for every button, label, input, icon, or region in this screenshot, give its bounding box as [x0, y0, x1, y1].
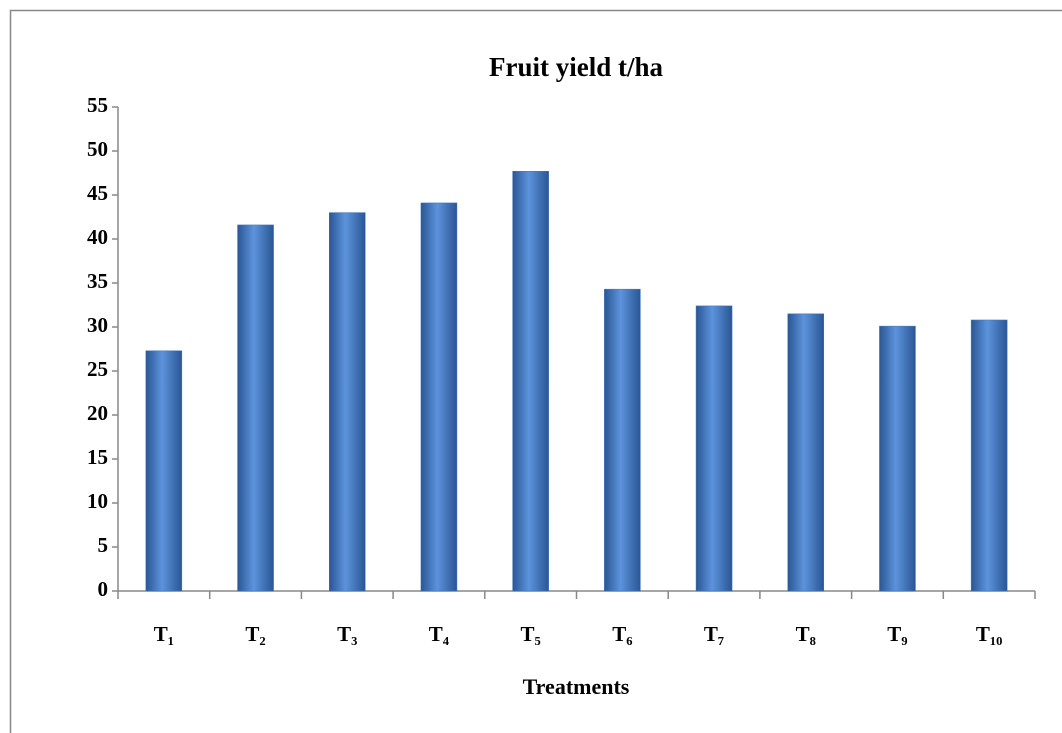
- y-tick-label: 10: [87, 489, 108, 513]
- x-tick-label: T₄: [429, 622, 450, 646]
- bar: [237, 224, 274, 592]
- bar: [695, 305, 733, 592]
- bar: [787, 313, 824, 592]
- x-tick-label: T₁: [154, 622, 174, 646]
- y-tick-label: 55: [87, 93, 108, 117]
- y-tick-label: 45: [87, 181, 108, 205]
- x-tick-label: T₃: [337, 622, 357, 646]
- x-tick-label: T₅: [520, 622, 540, 646]
- y-tick-label: 25: [87, 357, 108, 381]
- x-tick-label: T₈: [796, 622, 816, 646]
- y-tick-label: 15: [87, 445, 108, 469]
- x-tick-label: T₉: [887, 622, 907, 646]
- x-tick-label: T₂: [245, 622, 265, 646]
- bar: [145, 350, 183, 592]
- x-axis-title: Treatments: [523, 674, 630, 699]
- x-tick-label: T₇: [704, 622, 724, 646]
- bar: [604, 288, 641, 592]
- y-tick-label: 35: [87, 269, 108, 293]
- bar: [512, 170, 549, 592]
- chart-title: Fruit yield t/ha: [489, 52, 663, 82]
- y-tick-label: 5: [98, 533, 109, 557]
- y-tick-label: 30: [87, 313, 108, 337]
- x-tick-label: T₆: [612, 622, 632, 646]
- y-tick-label: 0: [98, 577, 109, 601]
- bar: [420, 202, 458, 592]
- bar: [879, 325, 916, 592]
- x-tick-label: T₁₀: [976, 622, 1003, 646]
- y-tick-label: 40: [87, 225, 108, 249]
- bar: [329, 212, 366, 592]
- y-tick-label: 20: [87, 401, 108, 425]
- y-tick-label: 50: [87, 137, 108, 161]
- bar: [970, 319, 1008, 592]
